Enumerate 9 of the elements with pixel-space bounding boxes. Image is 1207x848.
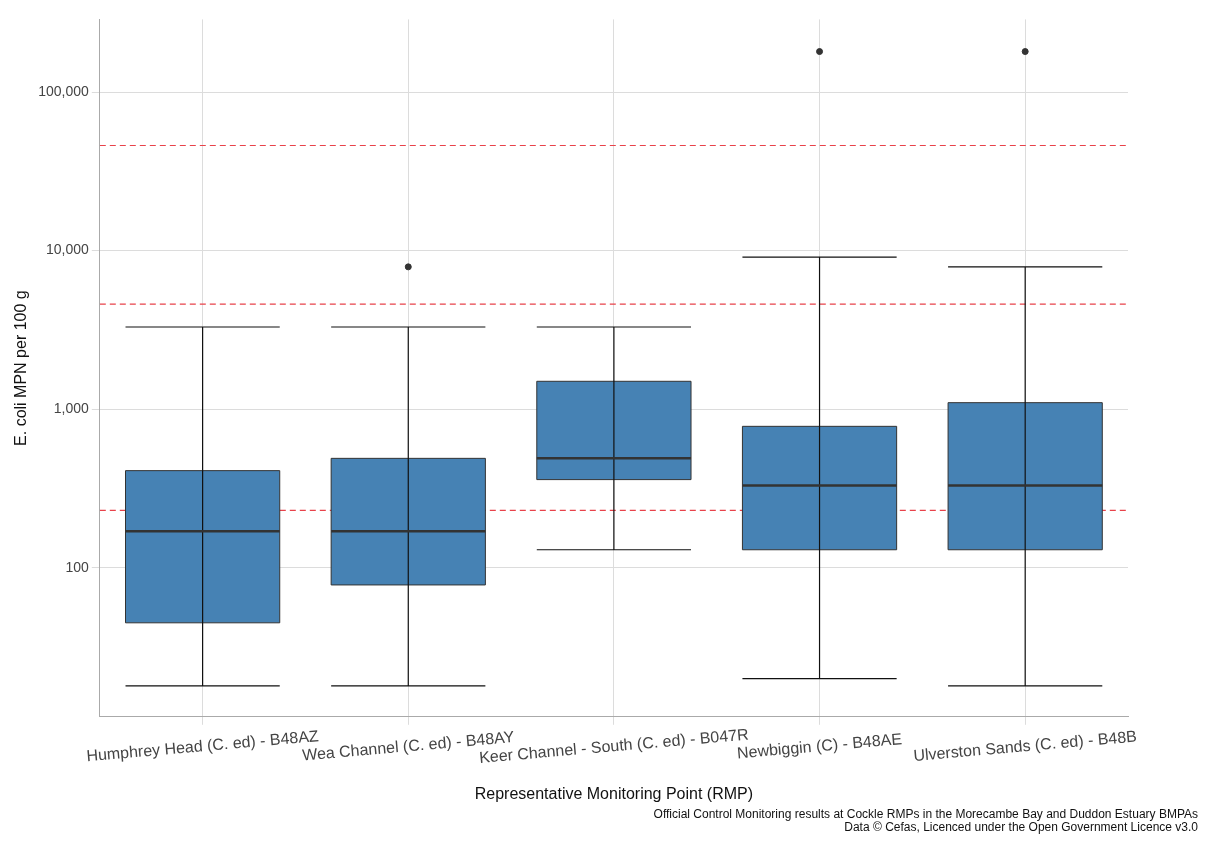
- y-tick-label: 1,000: [53, 400, 90, 417]
- y-axis-title: E. coli MPN per 100 g: [12, 290, 30, 446]
- y-tick-label: 100: [65, 558, 90, 575]
- text: Official Control Monitoring results at Cockle RMPs in the Morecambe Bay and Duddon Estuary BMPAs: [652, 807, 1198, 821]
- text: Data © Cefas, Licenced under the Open Government Licence v3.0: [843, 820, 1198, 834]
- x-tick-label: Ulverston Sands (C. ed) - B48B: [912, 727, 1138, 764]
- y-tick-label: 100,000: [38, 82, 90, 99]
- y-tick-label: 10,000: [45, 241, 90, 258]
- x-axis-title: Representative Monitoring Point (RMP): [474, 784, 754, 802]
